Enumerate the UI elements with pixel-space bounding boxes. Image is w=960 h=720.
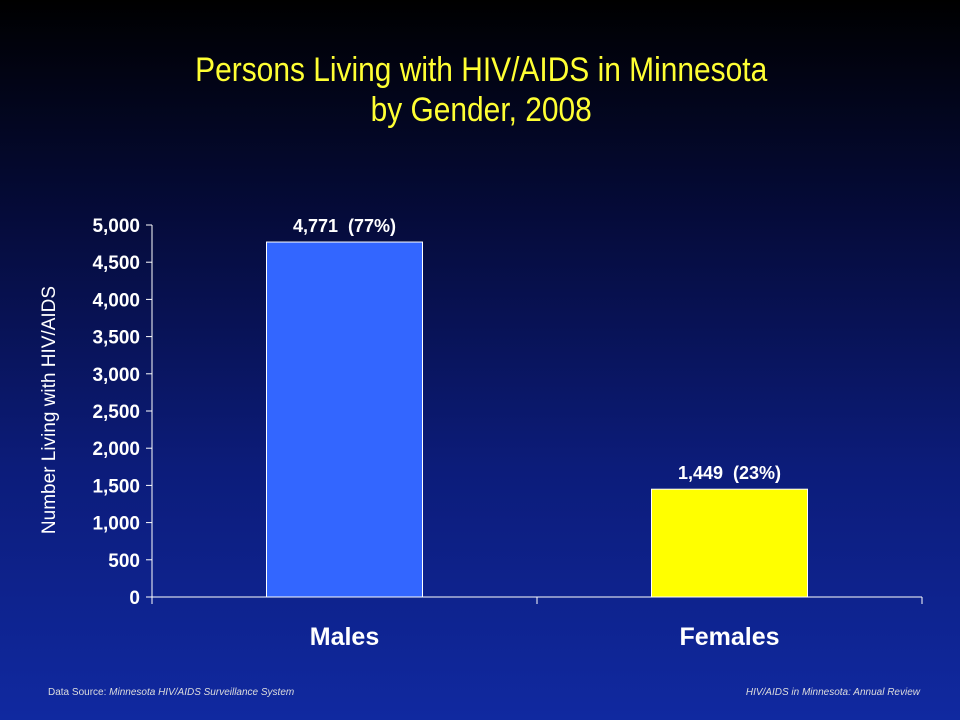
data-label: 1,449 (23%) (678, 463, 781, 483)
footer-report-name: HIV/AIDS in Minnesota: Annual Review (745, 687, 920, 698)
footer-source-text: Minnesota HIV/AIDS Surveillance System (109, 687, 295, 698)
y-tick-label: 4,500 (92, 253, 140, 274)
x-tick-label: Males (310, 623, 379, 651)
y-tick-label: 2,500 (92, 402, 140, 423)
y-tick-label: 3,500 (92, 328, 140, 349)
y-tick-label: 1,000 (92, 514, 140, 535)
y-tick-label: 4,000 (92, 290, 140, 311)
chart-title-line-1: Persons Living with HIV/AIDS in Minnesot… (195, 51, 768, 89)
y-axis-label: Number Living with HIV/AIDS (39, 286, 60, 534)
footer-source-prefix: Data Source: (48, 687, 107, 698)
bar (651, 488, 808, 598)
footer-data-source: Data Source: Minnesota HIV/AIDS Surveill… (48, 687, 294, 698)
bar (266, 241, 423, 598)
y-tick-label: 1,500 (92, 476, 140, 497)
y-tick-label: 2,000 (92, 439, 140, 460)
x-tick-label: Females (679, 623, 779, 651)
y-tick-label: 500 (108, 551, 140, 572)
y-tick-label: 0 (129, 588, 140, 609)
data-label: 4,771 (77%) (293, 216, 396, 236)
chart-title-line-2: by Gender, 2008 (370, 91, 592, 129)
y-tick-label: 3,000 (92, 365, 140, 386)
y-tick-label: 5,000 (92, 216, 140, 237)
